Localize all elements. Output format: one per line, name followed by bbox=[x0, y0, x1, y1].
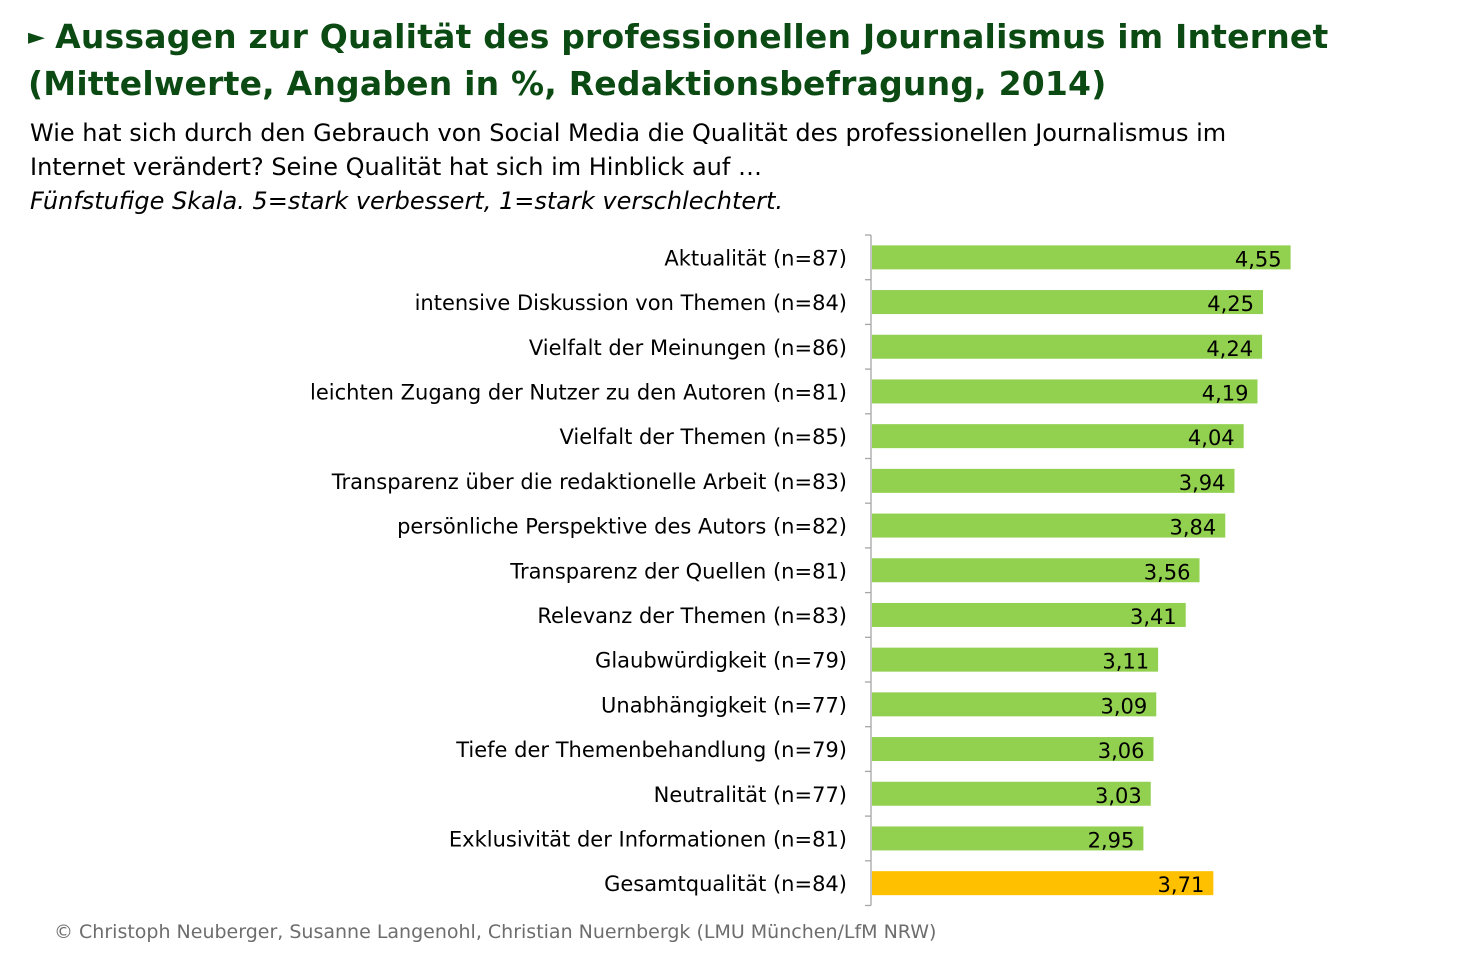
data-label: 4,04 bbox=[1188, 426, 1235, 450]
data-label: 3,41 bbox=[1130, 605, 1177, 629]
bar bbox=[872, 468, 1235, 493]
data-label: 3,94 bbox=[1179, 471, 1226, 495]
data-label: 3,56 bbox=[1144, 560, 1191, 584]
bar bbox=[872, 379, 1258, 404]
data-label: 3,06 bbox=[1098, 739, 1145, 763]
category-label: leichten Zugang der Nutzer zu den Autore… bbox=[310, 380, 847, 404]
bar bbox=[872, 334, 1263, 359]
bar bbox=[872, 781, 1151, 806]
data-label: 3,03 bbox=[1095, 784, 1142, 808]
category-label: Relevanz der Themen (n=83) bbox=[537, 604, 847, 628]
chart-title: ► Aussagen zur Qualität des professionell… bbox=[28, 14, 1328, 107]
title-line-1: ► Aussagen zur Qualität des professionell… bbox=[28, 14, 1328, 61]
category-label: Transparenz über die redaktionelle Arbei… bbox=[331, 470, 847, 494]
bar bbox=[872, 245, 1291, 270]
copyright-footer: © Christoph Neuberger, Susanne Langenohl… bbox=[54, 921, 937, 943]
chart-subtitle: Wie hat sich durch den Gebrauch von Soci… bbox=[30, 116, 1226, 218]
category-label: intensive Diskussion von Themen (n=84) bbox=[415, 291, 847, 315]
bar bbox=[872, 647, 1159, 672]
category-label: persönliche Perspektive des Autors (n=82… bbox=[397, 515, 847, 539]
title-text-1: Aussagen zur Qualität des professionelle… bbox=[55, 17, 1329, 56]
bar bbox=[872, 737, 1154, 762]
data-label: 3,11 bbox=[1102, 650, 1149, 674]
scale-note: Fünfstufige Skala. 5=stark verbessert, 1… bbox=[30, 187, 784, 215]
triangle-right-icon: ► bbox=[28, 25, 46, 50]
subtitle-line-1: Wie hat sich durch den Gebrauch von Soci… bbox=[30, 119, 1227, 147]
category-label: Vielfalt der Themen (n=85) bbox=[560, 425, 848, 449]
bar bbox=[872, 602, 1186, 627]
category-label: Glaubwürdigkeit (n=79) bbox=[595, 649, 847, 673]
category-label: Tiefe der Themenbehandlung (n=79) bbox=[455, 738, 847, 762]
bar bbox=[872, 290, 1263, 315]
data-label: 4,55 bbox=[1235, 247, 1282, 271]
data-label: 4,19 bbox=[1202, 381, 1249, 405]
data-label: 3,71 bbox=[1158, 873, 1205, 897]
data-label: 2,95 bbox=[1088, 828, 1135, 852]
data-label: 3,84 bbox=[1170, 516, 1217, 540]
data-label: 4,24 bbox=[1206, 337, 1253, 361]
category-label: Vielfalt der Meinungen (n=86) bbox=[529, 336, 847, 360]
category-label: Aktualität (n=87) bbox=[664, 246, 847, 270]
bar bbox=[872, 871, 1214, 896]
data-label: 3,09 bbox=[1101, 694, 1148, 718]
subtitle-line-2: Internet verändert? Seine Qualität hat s… bbox=[30, 153, 762, 181]
category-label: Exklusivität der Informationen (n=81) bbox=[449, 827, 847, 851]
category-label: Unabhängigkeit (n=77) bbox=[601, 693, 847, 717]
bar bbox=[872, 424, 1244, 449]
bar bbox=[872, 826, 1144, 851]
category-label: Gesamtqualität (n=84) bbox=[604, 872, 847, 896]
bar bbox=[872, 692, 1157, 717]
category-label: Transparenz der Quellen (n=81) bbox=[509, 559, 847, 583]
category-label: Neutralität (n=77) bbox=[654, 783, 847, 807]
bar bbox=[872, 558, 1200, 583]
data-label: 4,25 bbox=[1207, 292, 1254, 316]
title-line-2: (Mittelwerte, Angaben in %, Redaktionsbe… bbox=[28, 64, 1107, 103]
bar bbox=[872, 513, 1226, 538]
